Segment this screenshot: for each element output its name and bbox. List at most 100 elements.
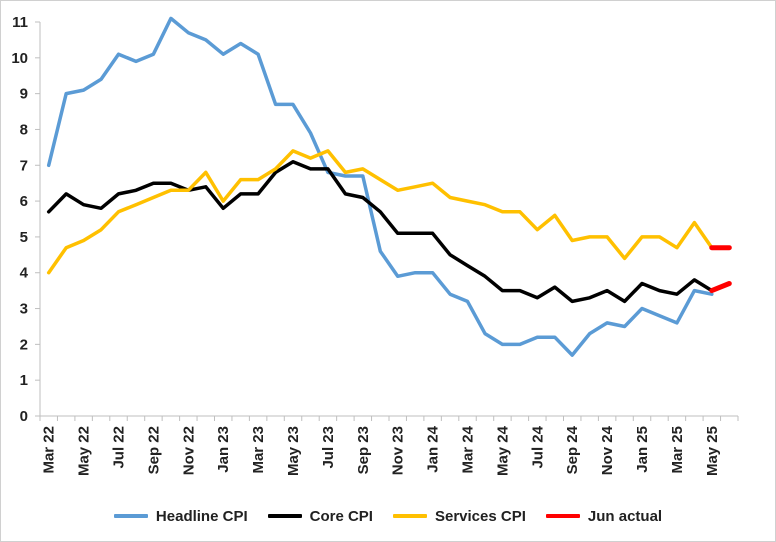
data-point-services-cpi [187, 189, 190, 192]
data-point-core-cpi [257, 193, 259, 195]
data-point-core-cpi [65, 193, 67, 195]
y-tick-label: 6 [20, 193, 28, 210]
legend: Headline CPI Core CPI Services CPI Jun a… [0, 504, 776, 528]
y-tick-label: 2 [20, 336, 28, 353]
x-axis: Mar 22 May 22 Jul 22 Sep 22 Nov 22 Jan 23 Mar … [39, 415, 739, 476]
data-point-core-cpi [47, 211, 50, 213]
y-tick-label: 11 [12, 14, 28, 31]
data-point-services-cpi [693, 221, 696, 224]
x-tick-label: May 25 [704, 426, 721, 476]
data-point-services-cpi [379, 178, 382, 181]
data-point-core-cpi [344, 193, 347, 195]
data-point-headline-cpi [239, 42, 242, 45]
legend-item-services-cpi: Services CPI [392, 508, 526, 525]
legend-item-headline-cpi: Headline CPI [113, 508, 248, 525]
data-point-headline-cpi [693, 289, 696, 292]
data-point-core-cpi [239, 193, 242, 195]
data-point-core-cpi [222, 207, 225, 210]
data-point-core-cpi [466, 264, 469, 267]
data-point-core-cpi [100, 207, 102, 210]
data-point-core-cpi [553, 286, 556, 288]
data-point-core-cpi [606, 289, 608, 292]
data-point-services-cpi [449, 196, 451, 199]
y-tick-label: 9 [20, 86, 28, 103]
data-point-services-cpi [239, 178, 242, 181]
x-tick-label: May 23 [285, 426, 302, 476]
data-point-headline-cpi [257, 53, 259, 56]
x-tick-label: Mar 22 [41, 426, 58, 474]
x-tick-label: Mar 24 [460, 425, 477, 473]
x-tick-label: Jan 24 [425, 425, 442, 472]
data-point-services-cpi [536, 228, 539, 231]
data-point-headline-cpi [676, 322, 678, 324]
data-point-services-cpi [519, 211, 521, 213]
data-point-headline-cpi [641, 307, 643, 310]
data-point-headline-cpi [414, 271, 416, 274]
y-tick-label: 8 [20, 121, 28, 138]
data-point-services-cpi [274, 168, 277, 170]
x-tick-label: Nov 22 [180, 426, 197, 475]
data-point-core-cpi [501, 289, 504, 292]
legend-label-jun-actual: Jun actual [587, 507, 663, 525]
x-tick-label: Mar 25 [669, 426, 686, 474]
legend-swatch-core-cpi [267, 514, 302, 518]
data-point-headline-cpi [47, 164, 50, 167]
series-line-jun-actual [709, 281, 732, 294]
data-point-core-cpi [449, 254, 451, 256]
data-point-services-cpi [82, 239, 85, 242]
data-point-core-cpi [379, 211, 382, 213]
data-point-services-cpi [100, 228, 102, 231]
data-point-core-cpi [152, 182, 155, 184]
data-point-core-cpi [623, 300, 626, 303]
x-tick-label: Mar 23 [250, 426, 267, 474]
legend-swatch-headline-cpi [113, 514, 148, 518]
data-point-core-cpi [414, 232, 416, 235]
data-point-jun-actual [711, 289, 713, 292]
data-point-headline-cpi [623, 325, 626, 328]
data-point-core-cpi [135, 189, 137, 192]
data-point-core-cpi [519, 289, 521, 292]
data-point-headline-cpi [379, 250, 382, 253]
data-point-core-cpi [676, 293, 678, 296]
data-point-headline-cpi [536, 336, 539, 339]
data-point-services-cpi [204, 171, 207, 174]
data-point-services-cpi [641, 236, 643, 238]
data-point-core-cpi [362, 196, 364, 199]
x-tick-label: Jan 25 [634, 426, 651, 473]
x-tick-label: Nov 24 [599, 425, 616, 475]
data-point-services-cpi [309, 157, 312, 159]
data-point-headline-cpi [117, 53, 120, 56]
data-point-services-cpi [65, 246, 67, 249]
y-tick-label: 3 [20, 301, 28, 318]
data-point-headline-cpi [344, 175, 347, 177]
data-point-headline-cpi [711, 293, 713, 296]
data-point-headline-cpi [204, 39, 207, 41]
data-point-headline-cpi [519, 343, 521, 346]
y-tick-label: 0 [20, 408, 28, 425]
data-point-headline-cpi [135, 60, 137, 63]
data-point-headline-cpi [187, 31, 190, 34]
data-point-headline-cpi [274, 103, 277, 106]
data-point-headline-cpi [65, 92, 67, 95]
y-axis: 0 1 2 3 4 5 6 7 8 9 10 11 [11, 14, 41, 425]
data-point-headline-cpi [431, 271, 434, 274]
data-point-headline-cpi [466, 300, 469, 303]
series-line-core-cpi [46, 159, 714, 304]
x-tick-label: Jul 23 [320, 426, 337, 469]
data-point-jun-actual [728, 282, 731, 285]
y-tick-label: 1 [20, 372, 28, 389]
y-tick-label: 7 [20, 157, 28, 174]
data-point-headline-cpi [658, 314, 661, 317]
data-point-services-cpi [152, 196, 155, 199]
y-tick-label: 4 [20, 265, 29, 282]
data-point-headline-cpi [571, 354, 574, 356]
data-point-core-cpi [484, 275, 486, 278]
data-point-services-cpi [623, 257, 626, 260]
data-point-services-cpi [553, 214, 556, 217]
y-tick-label: 5 [20, 229, 28, 246]
x-tick-label: Jan 23 [215, 426, 232, 473]
legend-swatch-services-cpi [392, 514, 427, 518]
x-tick-label: May 22 [76, 426, 93, 476]
